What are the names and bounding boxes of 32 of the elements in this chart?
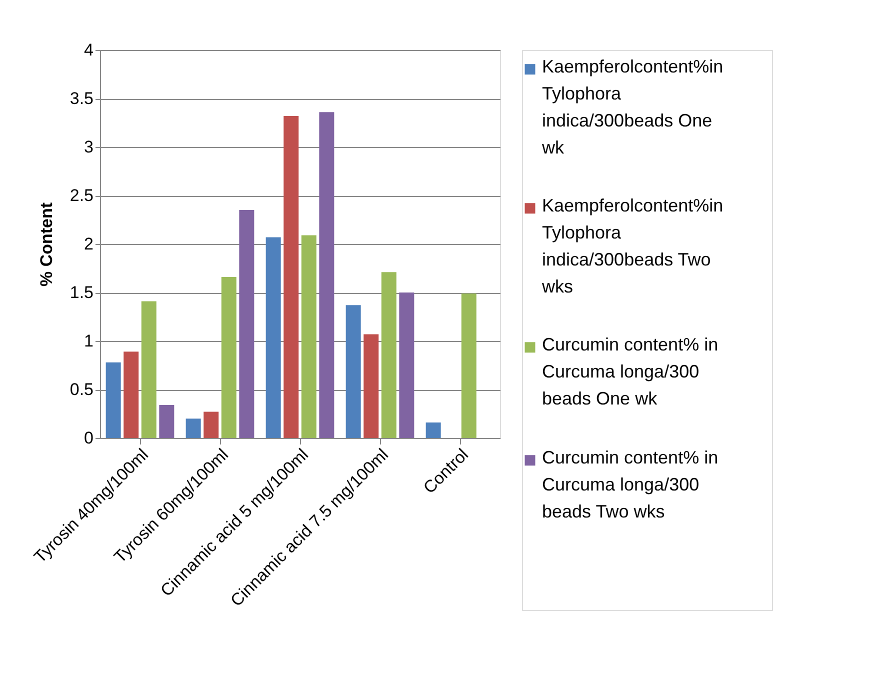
y-tick-label: 0: [84, 428, 94, 448]
bar: [426, 422, 441, 438]
bar: [186, 418, 201, 438]
bar: [346, 305, 361, 438]
bar: [461, 293, 476, 438]
y-tick-label: 2.5: [70, 186, 94, 205]
bar: [301, 235, 316, 438]
legend-label: Kaempferolcontent%in Tylophora indica/300beads One wk: [541, 56, 724, 158]
bar: [364, 334, 379, 438]
bar: [319, 112, 334, 438]
legend-label: Curcumin content% in Curcuma longa/300 beads Two wks: [542, 447, 718, 522]
y-axis-title: % Content: [36, 202, 56, 287]
legend-label: Curcumin content% in Curcuma longa/300 beads One wk: [542, 334, 718, 408]
bar: [381, 272, 396, 438]
bar: [266, 237, 281, 438]
bar: [141, 301, 156, 438]
y-tick-label: 1: [84, 332, 94, 350]
bar: [204, 412, 219, 438]
bar: [159, 405, 174, 438]
bar: [106, 362, 121, 438]
bar: [239, 210, 254, 438]
bar: [284, 116, 299, 438]
y-tick-label: 3.5: [70, 89, 94, 108]
bar: [124, 352, 139, 438]
y-tick-label: 3: [84, 138, 94, 156]
legend-label: Kaempferolcontent%in Tylophora indica/300beads Two wks: [541, 195, 724, 296]
bar: [221, 276, 236, 438]
y-tick-label: 4: [84, 40, 94, 60]
y-tick-label: 1.5: [70, 283, 94, 302]
y-tick-label: 0.5: [70, 380, 94, 399]
bar: [399, 292, 414, 438]
y-tick-label: 2: [84, 234, 94, 254]
